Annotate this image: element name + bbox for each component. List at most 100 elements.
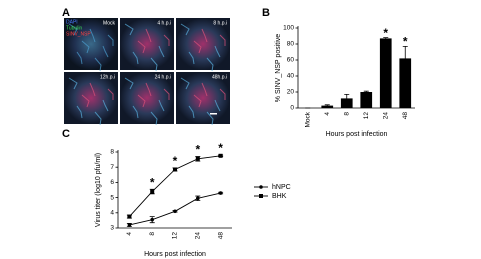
bar [321, 105, 334, 108]
panel-label: C [62, 128, 70, 140]
tile-label: Mock [103, 20, 115, 26]
y-tick-label: 0 [290, 105, 294, 112]
legend-label: hNPC [272, 184, 291, 191]
y-tick-label: 8 [110, 149, 114, 156]
significance: * [150, 175, 155, 189]
cell-texture [137, 40, 146, 54]
significance: * [195, 143, 200, 157]
cell-texture [124, 77, 134, 90]
marker [173, 209, 177, 214]
tile-label: 24 h.p.i [155, 74, 171, 80]
y-axis-label: % SINV_NSP positive [275, 34, 282, 102]
cell-texture [102, 99, 109, 112]
bar [399, 58, 412, 108]
cell-texture [163, 34, 170, 46]
cell-texture [145, 82, 152, 97]
cell-texture [158, 45, 165, 58]
significance: * [173, 154, 178, 168]
marker [218, 153, 223, 158]
x-tick-label: 8 [149, 232, 156, 236]
cell-texture [102, 45, 109, 58]
cell-texture [150, 57, 158, 72]
significance: * [218, 141, 223, 155]
bar [379, 38, 392, 108]
marker [127, 214, 132, 219]
cell-texture [180, 23, 190, 36]
cell-texture [214, 45, 221, 58]
cell-texture [107, 88, 114, 100]
x-axis-label: Hours post infection [326, 131, 388, 138]
x-axis-label: Hours post infection [144, 251, 206, 258]
tile-label: 8 h.p.i [213, 20, 227, 26]
line [129, 192, 221, 226]
y-tick-label: 60 [287, 57, 295, 64]
x-tick-label: 4 [324, 112, 331, 116]
y-tick-label: 20 [287, 89, 295, 96]
marker [196, 196, 200, 201]
marker [173, 167, 177, 172]
stain-label: SINV_NSP [66, 31, 91, 37]
x-tick-label: 4 [126, 232, 133, 236]
x-tick-label: 12 [172, 232, 179, 240]
cell-texture [89, 28, 96, 43]
cell-texture [193, 40, 202, 54]
cell-texture [76, 105, 83, 119]
marker [150, 217, 154, 222]
cell-texture [94, 111, 102, 126]
cell-texture [158, 99, 165, 112]
cell-texture [150, 111, 158, 126]
marker [127, 223, 132, 227]
y-tick-label: 80 [287, 41, 295, 48]
legend-marker [259, 185, 263, 189]
tile-label: 4 h.p.i [157, 20, 171, 26]
cell-texture [89, 82, 96, 97]
cell-texture [81, 40, 90, 54]
y-tick-label: 5 [110, 194, 114, 201]
bar [360, 92, 373, 108]
stain-label: Tubulin [66, 25, 82, 31]
cell-texture [81, 94, 90, 108]
cell-texture [68, 23, 78, 36]
significance: * [403, 35, 408, 49]
cell-texture [188, 105, 195, 119]
significance: * [383, 26, 388, 40]
x-tick-label: 48 [402, 112, 409, 120]
y-tick-label: 4 [110, 210, 114, 217]
panel-label: B [262, 7, 270, 19]
tile-label: 48h.p.i [212, 74, 227, 80]
cell-texture [132, 51, 139, 65]
cell-texture [68, 77, 78, 90]
tile-label: 12h.p.i [100, 74, 115, 80]
cell-texture [107, 34, 114, 46]
cell-texture [137, 94, 146, 108]
y-tick-label: 40 [287, 73, 295, 80]
cell-texture [163, 88, 170, 100]
stain-label: DAPI [66, 19, 78, 25]
legend-label: BHK [272, 193, 287, 200]
x-tick-label: 24 [382, 112, 389, 120]
cell-texture [219, 34, 226, 46]
scale-bar [210, 113, 217, 115]
cell-texture [201, 82, 208, 97]
cell-texture [94, 57, 102, 72]
cell-texture [76, 51, 83, 65]
marker [218, 191, 223, 195]
y-tick-label: 3 [110, 225, 114, 232]
cell-texture [206, 57, 214, 72]
cell-texture [219, 88, 226, 100]
x-tick-label: 12 [363, 112, 370, 120]
y-tick-label: 7 [110, 164, 114, 171]
y-axis-label: Virus titer (log10 pfu/ml) [95, 153, 102, 227]
cell-texture [214, 99, 221, 112]
y-tick-label: 100 [283, 25, 294, 32]
legend-marker [259, 194, 263, 198]
bar [340, 98, 353, 108]
panel-label: A [62, 7, 70, 19]
cell-texture [132, 105, 139, 119]
cell-texture [180, 77, 190, 90]
marker [195, 156, 200, 161]
cell-texture [145, 28, 152, 43]
cell-texture [188, 51, 195, 65]
x-tick-label: 24 [195, 232, 202, 240]
